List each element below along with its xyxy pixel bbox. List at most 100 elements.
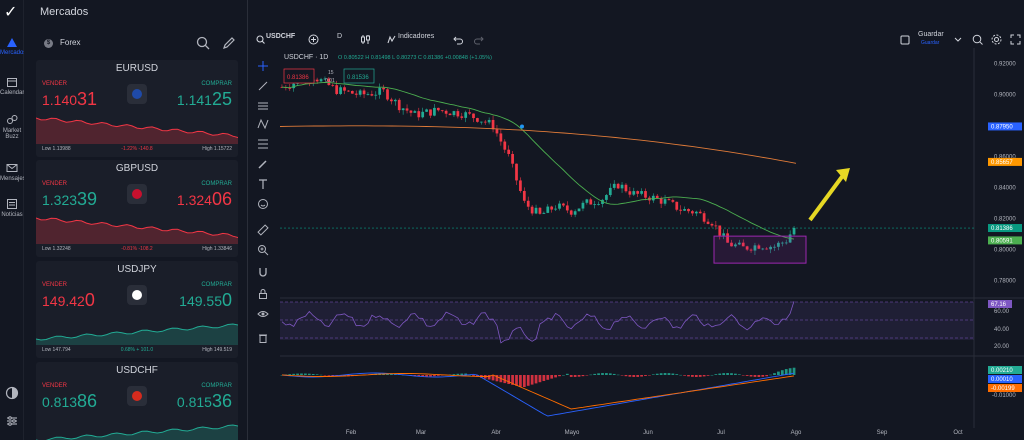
candle-body[interactable] — [288, 87, 292, 89]
redo-icon[interactable] — [474, 35, 484, 45]
candle-body[interactable] — [421, 111, 425, 118]
candle-body[interactable] — [620, 184, 624, 189]
candle-body[interactable] — [585, 199, 589, 203]
candle-body[interactable] — [358, 90, 362, 95]
candle-body[interactable] — [737, 242, 741, 245]
horizontal-lines-icon[interactable] — [257, 100, 269, 112]
rail-item-markets[interactable]: Mercados — [0, 36, 26, 56]
rail-item-news[interactable]: Noticias — [0, 198, 24, 218]
candle-body[interactable] — [792, 227, 796, 235]
candle-body[interactable] — [397, 99, 401, 111]
pencil-icon[interactable] — [222, 36, 236, 50]
candle-body[interactable] — [522, 190, 526, 201]
quick-search-icon[interactable] — [972, 34, 983, 45]
candle-body[interactable] — [354, 93, 358, 95]
candle-body[interactable] — [374, 94, 378, 96]
rail-item-calendar[interactable]: Calendario — [0, 76, 29, 96]
candle-body[interactable] — [405, 108, 409, 111]
candle-body[interactable] — [323, 78, 327, 80]
undo-icon[interactable] — [453, 35, 463, 45]
candle-body[interactable] — [632, 191, 636, 195]
candle-body[interactable] — [655, 195, 659, 199]
save-button[interactable]: Guardar — [918, 31, 944, 38]
candle-body[interactable] — [339, 87, 342, 94]
candle-body[interactable] — [393, 99, 397, 102]
rail-item-buzz[interactable]: Market Buzz — [0, 114, 24, 140]
candle-body[interactable] — [350, 90, 354, 94]
annotation-arrow-head[interactable] — [836, 168, 850, 182]
candle-body[interactable] — [409, 110, 413, 113]
candle-body[interactable] — [683, 209, 686, 211]
candle-body[interactable] — [679, 209, 683, 211]
lock-drawings-icon[interactable] — [257, 288, 269, 300]
compare-plus-icon[interactable] — [308, 34, 319, 45]
candle-body[interactable] — [769, 246, 772, 250]
candle-body[interactable] — [651, 195, 655, 201]
candle-body[interactable] — [687, 209, 690, 212]
symbol-search-icon[interactable] — [256, 35, 265, 44]
theme-toggle-icon[interactable] — [5, 386, 19, 400]
candle-body[interactable] — [507, 149, 511, 154]
candle-body[interactable] — [636, 191, 640, 194]
candle-body[interactable] — [456, 111, 460, 117]
candle-body[interactable] — [663, 199, 667, 204]
ruler-icon[interactable] — [257, 224, 269, 236]
indicators-button[interactable]: Indicadores — [398, 33, 435, 40]
candle-body[interactable] — [589, 199, 593, 205]
candle-body[interactable] — [503, 141, 507, 150]
candle-body[interactable] — [499, 133, 503, 142]
candle-body[interactable] — [483, 121, 487, 123]
market-card-usdjpy[interactable]: USDJPY VENDER COMPRAR 149.420 149.550 Low 147… — [36, 261, 238, 358]
candle-body[interactable] — [542, 212, 546, 214]
search-icon[interactable] — [196, 36, 210, 50]
candle-body[interactable] — [691, 211, 694, 214]
category-selector[interactable]: $ Forex — [24, 32, 248, 54]
chevron-down-icon[interactable] — [954, 36, 962, 44]
candle-body[interactable] — [569, 210, 573, 215]
text-icon[interactable] — [257, 178, 269, 190]
candle-body[interactable] — [667, 199, 671, 201]
candle-body[interactable] — [753, 245, 757, 251]
candle-body[interactable] — [546, 206, 550, 213]
candle-body[interactable] — [362, 90, 366, 95]
candle-body[interactable] — [640, 191, 643, 194]
candle-body[interactable] — [382, 87, 385, 90]
chart-type-candles-icon[interactable] — [360, 34, 371, 45]
candle-body[interactable] — [726, 233, 729, 243]
candle-body[interactable] — [628, 191, 632, 195]
candle-body[interactable] — [597, 203, 600, 205]
candle-body[interactable] — [573, 211, 577, 215]
candle-body[interactable] — [479, 121, 483, 123]
sell-price-button[interactable]: 1.14031 — [42, 89, 97, 110]
candle-body[interactable] — [777, 242, 780, 247]
candle-body[interactable] — [390, 99, 393, 102]
market-card-eurusd[interactable]: EURUSD VENDER COMPRAR 1.14031 1.14125 Low 1.1… — [36, 60, 238, 157]
candle-body[interactable] — [722, 233, 726, 236]
candle-body[interactable] — [319, 79, 323, 82]
candle-body[interactable] — [608, 187, 612, 196]
candle-body[interactable] — [554, 208, 557, 210]
candle-body[interactable] — [605, 195, 608, 200]
annotation-arrow-shaft[interactable] — [808, 172, 846, 222]
emoji-icon[interactable] — [257, 198, 269, 210]
candle-body[interactable] — [401, 108, 405, 111]
buy-price-button[interactable]: 0.81536 — [177, 391, 232, 412]
candle-body[interactable] — [624, 184, 628, 192]
candle-body[interactable] — [511, 153, 514, 164]
symbol-button[interactable]: USDCHF — [266, 33, 296, 40]
candle-body[interactable] — [616, 183, 620, 189]
candle-body[interactable] — [464, 112, 468, 118]
buy-price-button[interactable]: 1.32406 — [177, 189, 232, 210]
candle-body[interactable] — [452, 111, 456, 116]
pattern-icon[interactable] — [257, 118, 269, 130]
candle-body[interactable] — [440, 110, 444, 112]
candle-body[interactable] — [468, 112, 471, 114]
candle-body[interactable] — [280, 86, 284, 88]
candle-body[interactable] — [612, 183, 616, 188]
candle-body[interactable] — [530, 206, 534, 214]
sell-quick-button[interactable] — [283, 68, 315, 84]
candle-body[interactable] — [718, 225, 722, 236]
candle-body[interactable] — [292, 83, 296, 89]
candle-body[interactable] — [386, 89, 389, 100]
candle-body[interactable] — [331, 84, 335, 86]
